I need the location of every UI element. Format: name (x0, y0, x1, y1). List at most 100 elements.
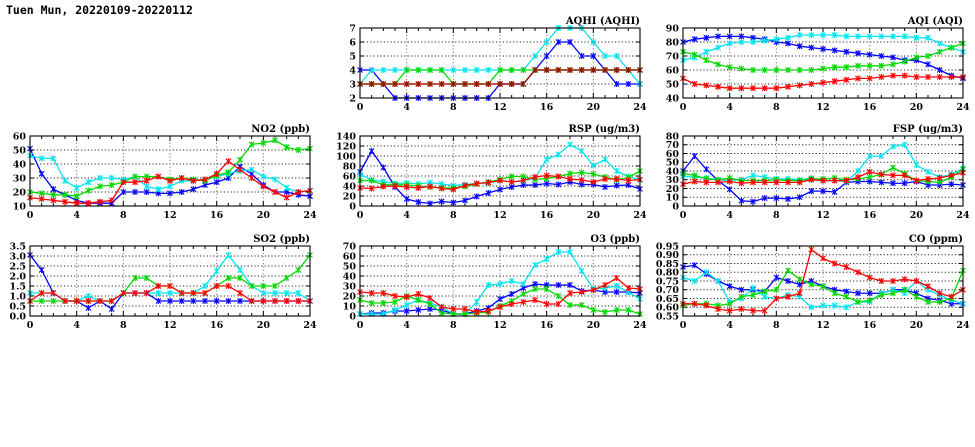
chart-title-aqhi: AQHI (AQHI) (565, 16, 640, 27)
y-tick-label: 4 (349, 65, 356, 76)
x-tick-label: 16 (863, 210, 877, 221)
chart-grid: 2 3 4 5 6 7 0 4 8 12 16 20 24 AQHI (AQHI) 40 50 60 70 80 90… (0, 8, 975, 368)
x-tick-label: 24 (633, 102, 647, 113)
x-tick-label: 4 (726, 210, 733, 221)
chart-title-fsp: FSP (ug/m3) (893, 124, 963, 135)
x-tick-label: 4 (403, 320, 410, 331)
y-tick-label: 20 (343, 191, 357, 202)
x-tick-label: 16 (540, 102, 554, 113)
x-tick-label: 12 (163, 320, 176, 331)
y-tick-label: 5 (349, 51, 356, 62)
y-tick-label: 0.5 (9, 301, 26, 312)
y-tick-label: 140 (336, 131, 356, 142)
y-tick-label: 80 (666, 131, 680, 142)
y-tick-label: 0.60 (656, 303, 680, 314)
series-markers-day3 (680, 40, 966, 73)
y-tick-label: 10 (13, 201, 27, 212)
x-tick-label: 8 (773, 102, 780, 113)
y-tick-label: 0 (349, 311, 356, 322)
x-tick-label: 8 (450, 320, 457, 331)
y-tick-label: 40 (13, 159, 27, 170)
page-title: Tuen Mun, 20220109-20220112 (6, 3, 193, 17)
x-tick-label: 20 (257, 320, 271, 331)
x-tick-label: 24 (956, 102, 970, 113)
series-markers-day4 (680, 246, 966, 314)
y-tick-label: 0.70 (656, 285, 680, 296)
x-tick-label: 8 (450, 210, 457, 221)
y-tick-label: 70 (343, 241, 357, 252)
x-tick-label: 4 (726, 102, 733, 113)
x-tick-label: 8 (120, 210, 127, 221)
x-tick-label: 12 (493, 320, 506, 331)
y-tick-label: 2 (349, 93, 356, 104)
x-tick-label: 12 (493, 102, 506, 113)
y-tick-label: 40 (666, 166, 680, 177)
chart-title-o3: O3 (ppb) (590, 234, 640, 245)
x-tick-label: 24 (303, 320, 317, 331)
y-tick-label: 3.0 (9, 251, 26, 262)
x-tick-label: 16 (210, 320, 224, 331)
series-markers-day5 (357, 67, 643, 87)
y-tick-label: 3.5 (9, 241, 26, 252)
x-tick-label: 0 (680, 320, 687, 331)
x-tick-label: 16 (210, 210, 224, 221)
series-markers-day4 (27, 283, 313, 304)
x-tick-label: 8 (450, 102, 457, 113)
chart-panel-so2: 0.0 0.5 1.0 1.5 2.0 2.5 3.0 3.5 0 4 8 12 16 20 24 SO2 (… (0, 230, 322, 338)
x-tick-label: 0 (27, 210, 34, 221)
y-tick-label: 0.95 (656, 241, 679, 252)
y-tick-label: 6 (349, 37, 356, 48)
y-tick-label: 20 (13, 187, 27, 198)
x-tick-label: 8 (773, 320, 780, 331)
chart-panel-aqhi: 2 3 4 5 6 7 0 4 8 12 16 20 24 AQHI (AQHI) (330, 12, 652, 120)
series-markers-day4 (357, 275, 643, 315)
y-tick-label: 40 (343, 181, 357, 192)
y-tick-label: 20 (343, 291, 357, 302)
chart-title-aqi: AQI (AQI) (907, 16, 963, 27)
x-tick-label: 12 (816, 320, 829, 331)
x-tick-label: 4 (73, 210, 80, 221)
x-tick-label: 16 (863, 102, 877, 113)
y-tick-label: 0.0 (9, 311, 26, 322)
x-tick-label: 4 (403, 102, 410, 113)
x-tick-label: 20 (910, 210, 924, 221)
x-tick-label: 0 (357, 210, 364, 221)
x-tick-label: 20 (587, 320, 601, 331)
y-tick-label: 50 (343, 261, 357, 272)
x-tick-label: 24 (303, 210, 317, 221)
y-tick-label: 2.0 (9, 271, 26, 282)
chart-title-no2: NO2 (ppb) (251, 124, 310, 135)
chart-title-co: CO (ppm) (909, 234, 963, 245)
y-tick-label: 70 (666, 140, 680, 151)
x-tick-label: 24 (956, 210, 970, 221)
x-tick-label: 4 (403, 210, 410, 221)
chart-panel-co: 0.55 0.60 0.65 0.70 0.75 0.80 0.85 0.90 0.95 0 4 8 1… (653, 230, 975, 338)
chart-panel-o3: 0 10 20 30 40 50 60 70 0 4 8 12 16 20 24 O3 (ppb) (330, 230, 652, 338)
y-tick-label: 10 (666, 193, 680, 204)
x-tick-label: 12 (493, 210, 506, 221)
y-tick-label: 90 (666, 23, 680, 34)
x-tick-label: 16 (540, 210, 554, 221)
y-tick-label: 1.0 (9, 291, 26, 302)
y-tick-label: 40 (343, 271, 357, 282)
y-tick-label: 3 (349, 79, 356, 90)
y-tick-label: 20 (666, 184, 680, 195)
y-tick-label: 0.90 (656, 250, 680, 261)
x-tick-label: 20 (910, 320, 924, 331)
y-tick-label: 60 (343, 171, 357, 182)
y-tick-label: 10 (343, 301, 357, 312)
y-tick-label: 30 (343, 281, 357, 292)
y-tick-label: 0.85 (656, 259, 679, 270)
chart-panel-fsp: 0 10 20 30 40 50 60 70 80 0 4 8 12 16 20 24 FSP (ug/m3) (653, 120, 975, 228)
x-tick-label: 20 (587, 210, 601, 221)
series-markers-day4 (680, 168, 966, 188)
x-tick-label: 20 (257, 210, 271, 221)
x-tick-label: 16 (863, 320, 877, 331)
y-tick-label: 30 (666, 175, 680, 186)
y-tick-label: 100 (336, 151, 356, 162)
x-tick-label: 24 (633, 320, 647, 331)
x-tick-label: 20 (910, 102, 924, 113)
series-markers-day4 (680, 72, 966, 92)
y-tick-label: 30 (13, 173, 27, 184)
y-tick-label: 1.5 (9, 281, 26, 292)
